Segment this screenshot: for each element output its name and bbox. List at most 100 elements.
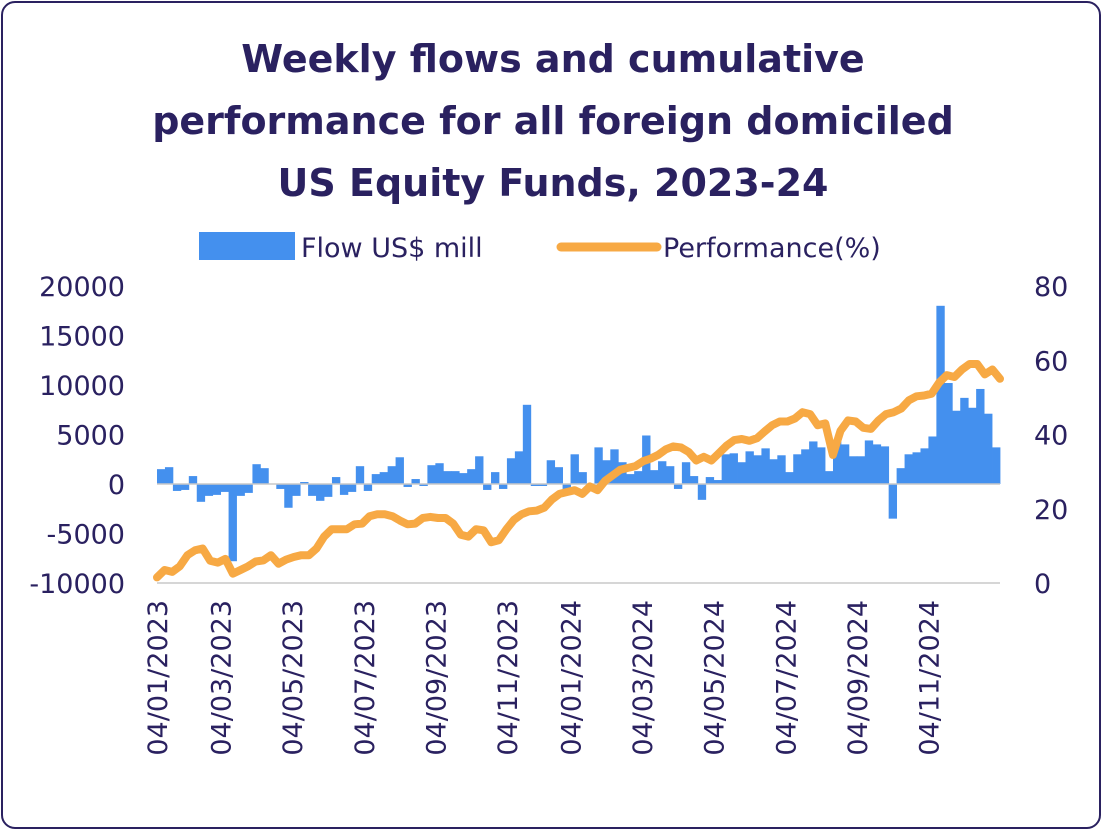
flow-bar bbox=[920, 448, 929, 484]
flow-bar bbox=[761, 448, 770, 484]
right-tick-label: 80 bbox=[1034, 272, 1068, 303]
right-tick-label: 40 bbox=[1034, 421, 1068, 452]
flow-bar bbox=[626, 474, 635, 484]
flow-bar bbox=[602, 460, 611, 484]
chart-title-line-1: Weekly flows and cumulative bbox=[241, 37, 865, 81]
flow-bars bbox=[157, 305, 1001, 562]
flow-bar bbox=[451, 471, 460, 484]
flow-bar bbox=[880, 446, 890, 484]
flow-bar bbox=[204, 484, 214, 496]
left-y-axis: 20000 15000 10000 5000 0 -5000 -10000 bbox=[29, 272, 125, 600]
flow-bar bbox=[467, 469, 476, 484]
x-tick-label: 04/01/2024 bbox=[557, 600, 588, 756]
flow-bar bbox=[936, 305, 945, 484]
flow-bar bbox=[387, 466, 396, 484]
x-tick-label: 04/03/2023 bbox=[207, 600, 238, 756]
right-tick-label: 20 bbox=[1034, 495, 1068, 526]
flow-bar bbox=[522, 404, 532, 484]
flow-bar bbox=[244, 484, 253, 493]
flow-bar bbox=[697, 484, 707, 500]
flow-bar bbox=[753, 455, 762, 484]
flow-bar bbox=[212, 484, 222, 495]
flow-bar bbox=[960, 397, 969, 484]
x-tick-label: 04/01/2023 bbox=[143, 600, 174, 756]
x-tick-label: 04/03/2024 bbox=[628, 600, 659, 756]
flow-bar bbox=[984, 413, 993, 484]
flow-bar bbox=[164, 467, 174, 484]
flow-bar bbox=[673, 484, 683, 489]
flow-bar bbox=[538, 484, 548, 486]
flow-bar bbox=[570, 454, 579, 484]
flow-bar bbox=[650, 470, 659, 484]
flow-bar bbox=[403, 484, 412, 487]
flow-bar bbox=[554, 467, 563, 484]
flow-bar bbox=[347, 484, 357, 492]
flow-bar bbox=[562, 484, 571, 489]
right-tick-label: 0 bbox=[1034, 569, 1051, 600]
flow-bar bbox=[944, 383, 953, 484]
x-tick-label: 04/05/2024 bbox=[700, 600, 731, 756]
flow-bar bbox=[498, 484, 508, 489]
left-tick-label: -5000 bbox=[47, 520, 125, 551]
flow-bar bbox=[825, 471, 834, 484]
legend-performance-label: Performance(%) bbox=[663, 233, 881, 264]
flow-bar bbox=[578, 472, 587, 484]
left-tick-label: 15000 bbox=[39, 322, 125, 353]
flow-bar bbox=[546, 460, 556, 484]
flow-bar bbox=[801, 449, 810, 484]
flow-bar bbox=[292, 484, 301, 496]
flow-bar bbox=[371, 474, 381, 484]
chart-title: Weekly flows and cumulative performance … bbox=[0, 28, 1106, 214]
flow-bar bbox=[689, 476, 699, 484]
flow-bar bbox=[832, 441, 842, 484]
chart-title-line-2: performance for all foreign domiciled bbox=[152, 99, 954, 143]
flow-bar bbox=[594, 447, 603, 484]
flow-bar bbox=[992, 447, 1001, 484]
flow-bar bbox=[419, 484, 428, 486]
flow-bar bbox=[856, 456, 866, 484]
flow-bar bbox=[610, 449, 619, 484]
flow-bar bbox=[705, 477, 715, 484]
flow-bar bbox=[260, 468, 269, 484]
legend-flow-swatch bbox=[199, 232, 295, 260]
x-tick-label: 04/11/2024 bbox=[914, 600, 945, 756]
flow-bar bbox=[331, 477, 341, 484]
flow-bar bbox=[872, 444, 882, 484]
flow-bar bbox=[379, 472, 389, 484]
left-tick-label: 20000 bbox=[39, 272, 125, 303]
flow-bar bbox=[395, 457, 404, 484]
flow-bar bbox=[817, 447, 826, 484]
flow-bar bbox=[236, 484, 245, 496]
performance-line-layer bbox=[153, 360, 1004, 582]
right-y-axis: 80 60 40 20 0 bbox=[1034, 272, 1068, 600]
x-tick-label: 04/05/2023 bbox=[278, 600, 309, 756]
flow-bar bbox=[220, 484, 229, 492]
flow-bar bbox=[435, 463, 444, 484]
legend: Flow US$ mill Performance(%) bbox=[199, 232, 881, 264]
flow-bar bbox=[491, 472, 500, 484]
x-tick-label: 04/09/2023 bbox=[421, 600, 452, 756]
flow-bar bbox=[809, 441, 818, 484]
flow-bar bbox=[355, 466, 365, 484]
flow-bar bbox=[180, 484, 190, 490]
flow-bar bbox=[896, 468, 905, 484]
flow-bar bbox=[316, 484, 325, 501]
flow-bar bbox=[459, 473, 468, 484]
flow-bar bbox=[514, 451, 524, 484]
flow-bar bbox=[968, 407, 977, 484]
flow-bar bbox=[188, 476, 198, 484]
flow-bar bbox=[658, 461, 667, 484]
right-tick-label: 60 bbox=[1034, 346, 1068, 377]
flow-bar bbox=[952, 410, 961, 484]
flow-bar bbox=[506, 458, 516, 484]
flow-bar bbox=[737, 462, 746, 484]
flow-bar bbox=[172, 484, 182, 491]
flow-bar bbox=[300, 482, 309, 484]
legend-flow-label: Flow US$ mill bbox=[301, 233, 483, 264]
flow-bar bbox=[713, 480, 723, 484]
left-tick-label: -10000 bbox=[29, 569, 125, 600]
flow-bar bbox=[339, 484, 349, 495]
x-tick-label: 04/11/2023 bbox=[493, 600, 524, 756]
